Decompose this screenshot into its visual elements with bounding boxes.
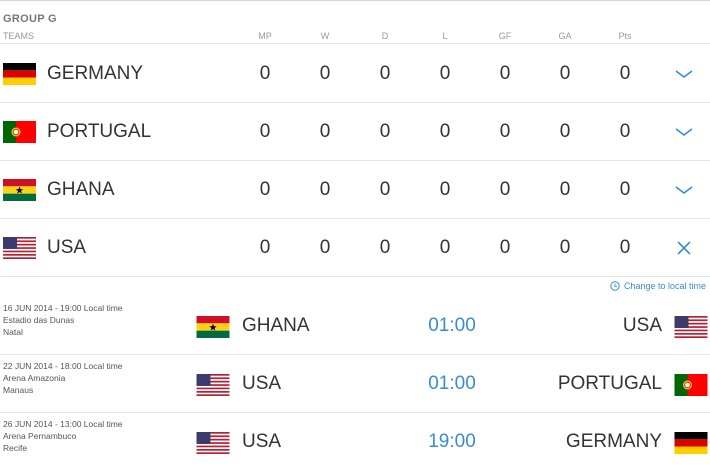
match-city: Manaus — [3, 385, 34, 395]
top-divider — [0, 0, 710, 1]
match-time[interactable]: 01:00 — [428, 315, 476, 336]
portugal-flag — [674, 374, 708, 396]
chevron-down-icon[interactable] — [672, 179, 696, 201]
header-w: W — [320, 31, 330, 41]
match-time[interactable]: 01:00 — [428, 373, 476, 394]
match-row[interactable]: 16 JUN 2014 - 19:00 Local time Estadio d… — [0, 298, 710, 355]
team-name: USA — [47, 237, 87, 258]
stat-ga: 0 — [559, 63, 571, 84]
stat-l: 0 — [439, 237, 451, 258]
match-row[interactable]: 26 JUN 2014 - 13:00 Local time Arena Per… — [0, 414, 710, 468]
match-info: 22 JUN 2014 - 18:00 Local time Arena Ama… — [3, 360, 123, 396]
stat-gf: 0 — [499, 237, 511, 258]
change-local-time-link[interactable]: Change to local time — [610, 281, 706, 291]
header-d: D — [381, 31, 389, 41]
match-date: 26 JUN 2014 - 13:00 Local time — [3, 419, 123, 429]
stat-gf: 0 — [499, 63, 511, 84]
group-title: GROUP G — [3, 13, 57, 25]
stat-d: 0 — [379, 63, 391, 84]
stat-d: 0 — [379, 237, 391, 258]
stat-mp: 0 — [259, 179, 271, 200]
match-stadium: Estadio das Dunas — [3, 315, 75, 325]
header-ga: GA — [558, 31, 572, 41]
stat-mp: 0 — [259, 237, 271, 258]
header-l: L — [442, 31, 448, 41]
germany-flag — [674, 432, 708, 454]
match-info: 16 JUN 2014 - 19:00 Local time Estadio d… — [3, 302, 123, 338]
home-team-name[interactable]: GHANA — [242, 315, 310, 336]
chevron-down-icon[interactable] — [672, 121, 696, 143]
stat-gf: 0 — [499, 121, 511, 142]
team-name: PORTUGAL — [47, 121, 152, 142]
match-city: Recife — [3, 443, 28, 453]
stat-d: 0 — [379, 179, 391, 200]
ghana-flag — [196, 316, 230, 338]
stat-pts: 0 — [619, 179, 631, 200]
team-name: GERMANY — [47, 63, 144, 84]
clock-icon — [610, 281, 620, 291]
stat-l: 0 — [439, 121, 451, 142]
usa-flag — [196, 374, 230, 396]
germany-flag — [3, 63, 36, 85]
local-time-label: Change to local time — [623, 281, 706, 291]
ghana-flag — [3, 179, 36, 201]
usa-flag — [3, 237, 36, 259]
match-row[interactable]: 22 JUN 2014 - 18:00 Local time Arena Ama… — [0, 356, 710, 413]
match-stadium: Arena Pernambuco — [3, 431, 77, 441]
chevron-down-icon[interactable] — [672, 63, 696, 85]
away-team-name[interactable]: USA — [622, 315, 662, 336]
match-date: 22 JUN 2014 - 18:00 Local time — [3, 361, 123, 371]
standings-row-ghana[interactable]: GHANA 0 0 0 0 0 0 0 — [0, 161, 710, 219]
stat-ga: 0 — [559, 237, 571, 258]
stat-l: 0 — [439, 63, 451, 84]
stat-mp: 0 — [259, 63, 271, 84]
stat-w: 0 — [319, 237, 331, 258]
match-stadium: Arena Amazonia — [3, 373, 66, 383]
stat-mp: 0 — [259, 121, 271, 142]
stat-w: 0 — [319, 121, 331, 142]
standings-row-germany[interactable]: GERMANY 0 0 0 0 0 0 0 — [0, 45, 710, 103]
home-team-name[interactable]: USA — [242, 373, 282, 394]
header-pts: Pts — [618, 31, 632, 41]
portugal-flag — [3, 121, 36, 143]
standings-row-portugal[interactable]: PORTUGAL 0 0 0 0 0 0 0 — [0, 103, 710, 161]
match-city: Natal — [3, 327, 23, 337]
stat-w: 0 — [319, 179, 331, 200]
header-gf: GF — [498, 31, 512, 41]
match-time[interactable]: 19:00 — [428, 431, 476, 452]
stat-ga: 0 — [559, 121, 571, 142]
stat-pts: 0 — [619, 63, 631, 84]
match-info: 26 JUN 2014 - 13:00 Local time Arena Per… — [3, 418, 123, 454]
stat-w: 0 — [319, 63, 331, 84]
stat-pts: 0 — [619, 237, 631, 258]
stat-gf: 0 — [499, 179, 511, 200]
stat-pts: 0 — [619, 121, 631, 142]
standings-row-usa[interactable]: USA 0 0 0 0 0 0 0 — [0, 219, 710, 277]
away-team-name[interactable]: PORTUGAL — [557, 373, 662, 394]
close-icon[interactable] — [672, 237, 696, 259]
away-team-name[interactable]: GERMANY — [565, 431, 662, 452]
stat-ga: 0 — [559, 179, 571, 200]
home-team-name[interactable]: USA — [242, 431, 282, 452]
header-mp: MP — [258, 31, 272, 41]
header-teams: TEAMS — [3, 31, 35, 41]
stat-l: 0 — [439, 179, 451, 200]
usa-flag — [196, 432, 230, 454]
usa-flag — [674, 316, 708, 338]
stat-d: 0 — [379, 121, 391, 142]
team-name: GHANA — [47, 179, 115, 200]
match-date: 16 JUN 2014 - 19:00 Local time — [3, 303, 123, 313]
standings-header: TEAMS MP W D L GF GA Pts — [0, 30, 710, 44]
